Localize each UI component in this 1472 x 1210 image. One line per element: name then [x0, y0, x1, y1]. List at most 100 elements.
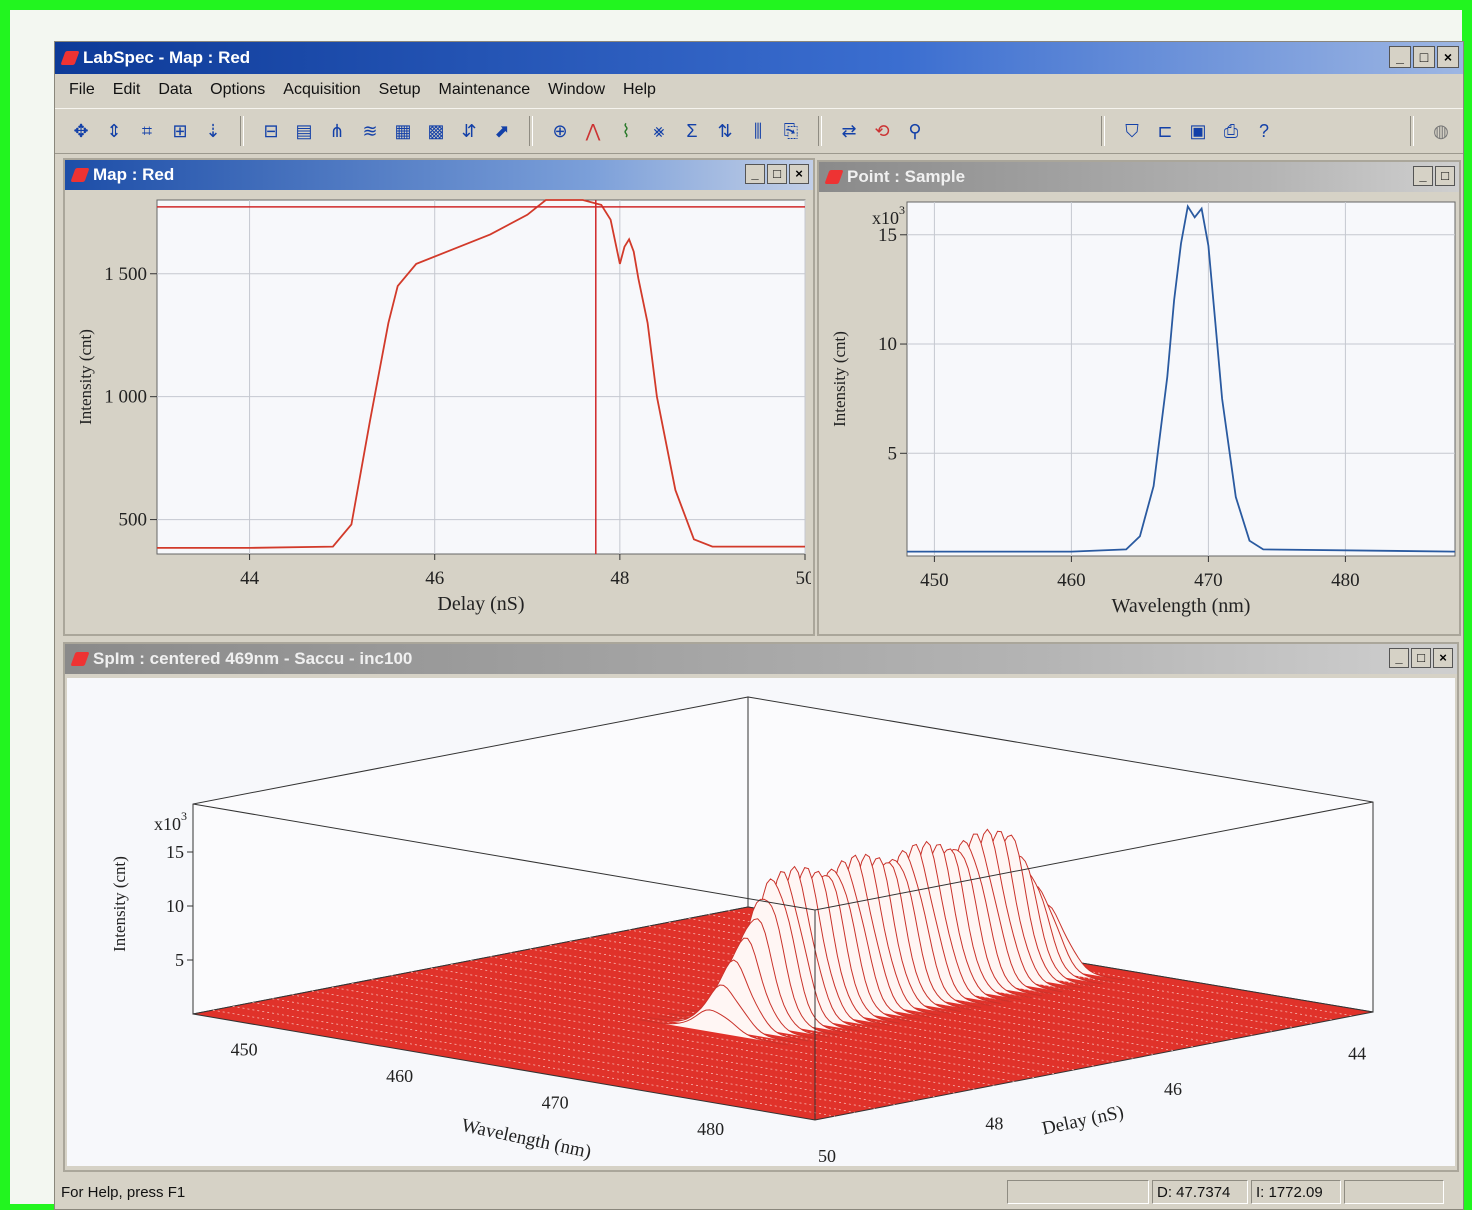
map-window-controls: _ □ ×: [745, 164, 809, 184]
print-icon[interactable]: ⎙: [1223, 121, 1239, 141]
surface-z-tick-label: 10: [166, 896, 184, 916]
status-intensity-value: I: 1772.09: [1251, 1180, 1341, 1204]
delay-intensity-chart[interactable]: 44 46 48 50 500 1 000 1 500 Delay (nS) Intensity…: [67, 192, 811, 630]
arrow-icon[interactable]: ⬈: [494, 121, 510, 141]
minimize-icon[interactable]: _: [1413, 166, 1433, 186]
stats-icon[interactable]: ⫼: [753, 121, 763, 141]
maximize-icon[interactable]: □: [1411, 648, 1431, 668]
map-chart-y-axis-label: Intensity (cnt): [76, 329, 95, 425]
surface-delay-tick-label: 48: [985, 1114, 1003, 1134]
spectral-image-3d-plot[interactable]: 5 10 15 x10 3 Intensity (cnt) 450 460 470 480 Wave…: [67, 678, 1455, 1166]
save-icon[interactable]: ▣: [1189, 121, 1207, 141]
app-title: LabSpec - Map : Red: [83, 48, 251, 67]
map-chart-x-tick-label: 50: [796, 568, 812, 589]
fit-icon[interactable]: ⌇: [621, 121, 631, 141]
menu-options[interactable]: Options: [210, 81, 266, 98]
spim-window-title-bar[interactable]: SpIm : centered 469nm - Saccu - inc100 _…: [65, 644, 1457, 674]
maximize-icon[interactable]: □: [1413, 46, 1435, 68]
surface-floor-texture: [351, 983, 975, 1090]
point-window-title: Point : Sample: [847, 167, 966, 186]
map-chart-y-tick-label: 1 000: [104, 387, 147, 408]
surface-floor-texture: [331, 986, 955, 1094]
point-chart-x-tick-label: 470: [1194, 570, 1223, 591]
menu-help[interactable]: Help: [623, 81, 656, 98]
marker-icon[interactable]: ⇣: [205, 121, 221, 141]
labspec-logo-icon: [60, 51, 80, 65]
help-icon[interactable]: ?: [1258, 121, 1269, 141]
surface-floor-texture: [252, 1002, 875, 1109]
globe-icon[interactable]: ◍: [1433, 121, 1449, 141]
status-bar: For Help, press F1 D: 47.7374 I: 1772.09: [55, 1175, 1463, 1209]
menu-setup[interactable]: Setup: [378, 81, 421, 98]
point-window-title-bar[interactable]: Point : Sample _ □: [819, 162, 1459, 192]
map-window-title-bar[interactable]: Map : Red _ □ ×: [65, 160, 813, 190]
save-spectrum-icon[interactable]: ▤: [295, 121, 313, 141]
menu-window[interactable]: Window: [548, 81, 606, 98]
surface-delay-axis-label: Delay (nS): [1040, 1102, 1125, 1140]
surface-spectrum-trace: [638, 1009, 789, 1046]
baseline-icon[interactable]: ⊟: [263, 121, 279, 141]
cursor-icon[interactable]: ⇕: [106, 121, 122, 141]
app-title-bar[interactable]: LabSpec - Map : Red _ □ ×: [55, 42, 1463, 74]
trash-icon[interactable]: ⛉: [1125, 121, 1139, 141]
map-chart-x-tick-label: 46: [425, 568, 444, 589]
close-icon[interactable]: ×: [1437, 46, 1459, 68]
filter-icon[interactable]: ⋔: [329, 121, 345, 141]
export-icon[interactable]: ⎘: [783, 121, 799, 141]
rotate-icon[interactable]: ⟲: [874, 121, 890, 141]
maximize-icon[interactable]: □: [1435, 166, 1455, 186]
surface-delay-tick-label: 50: [818, 1146, 836, 1166]
cross-icon[interactable]: ⌗: [141, 121, 153, 141]
sort-icon[interactable]: ⇅: [717, 121, 733, 141]
minimize-icon[interactable]: _: [745, 164, 765, 184]
menu-data[interactable]: Data: [158, 81, 193, 98]
status-delay-value: D: 47.7374: [1152, 1180, 1248, 1204]
spim-window-title: SpIm : centered 469nm - Saccu - inc100: [93, 649, 413, 668]
split-icon[interactable]: ⇵: [461, 121, 477, 141]
map-chart-y-tick-label: 500: [119, 510, 148, 531]
point-chart-y-exponent: 3: [899, 203, 905, 217]
swap-icon[interactable]: ⇄: [841, 121, 857, 141]
map-icon[interactable]: ▩: [427, 121, 445, 141]
grid-icon[interactable]: ▦: [394, 121, 412, 141]
point-chart-x-tick-label: 480: [1331, 570, 1360, 591]
magnify-icon[interactable]: ⊕: [552, 121, 568, 141]
surface-z-exponent: 3: [181, 809, 187, 823]
map-chart-x-axis-label: Delay (nS): [437, 593, 524, 615]
toolbar-separator: [1101, 116, 1105, 146]
sum-icon[interactable]: Σ: [686, 121, 698, 141]
map-chart-plot-area: [156, 199, 806, 555]
move-icon[interactable]: ✥: [73, 121, 89, 141]
menu-edit[interactable]: Edit: [112, 81, 141, 98]
surface-top-front-edges: [192, 801, 1374, 911]
toolbar-separator: [818, 116, 822, 146]
surface-floor-texture: [371, 979, 995, 1086]
point-window: Point : Sample _ □ 450 460 470 480 5 10 15 x10 3…: [817, 160, 1461, 636]
close-icon[interactable]: ×: [789, 164, 809, 184]
surface-floor-texture: [272, 998, 895, 1105]
surface-wavelength-tick-label: 450: [231, 1039, 258, 1059]
open-icon[interactable]: ⊏: [1157, 121, 1173, 141]
menu-maintenance[interactable]: Maintenance: [438, 81, 531, 98]
status-help-text: For Help, press F1: [61, 1183, 186, 1201]
point-chart-y-multiplier: x10: [872, 208, 899, 228]
status-spare-cell: [1344, 1180, 1444, 1204]
surface-z-multiplier: x10: [154, 814, 181, 834]
search-icon[interactable]: ⚲: [908, 121, 922, 141]
peak-icon[interactable]: ⋀: [585, 121, 601, 141]
minimize-icon[interactable]: _: [1389, 648, 1409, 668]
maximize-icon[interactable]: □: [767, 164, 787, 184]
smooth-icon[interactable]: ≋: [362, 121, 378, 141]
deconvolve-icon[interactable]: ⨳: [653, 121, 665, 141]
point-chart-x-tick-label: 450: [920, 570, 949, 591]
map-chart-x-tick-label: 48: [610, 568, 629, 589]
point-chart-x-axis-label: Wavelength (nm): [1112, 595, 1251, 617]
surface-z-axis-label: Intensity (cnt): [110, 856, 129, 952]
close-icon[interactable]: ×: [1433, 648, 1453, 668]
menu-file[interactable]: File: [69, 81, 95, 98]
minimize-icon[interactable]: _: [1389, 46, 1411, 68]
surface-spectrum-trace: [648, 984, 799, 1044]
menu-acquisition[interactable]: Acquisition: [283, 81, 361, 98]
zoom-icon[interactable]: ⊞: [172, 121, 188, 141]
